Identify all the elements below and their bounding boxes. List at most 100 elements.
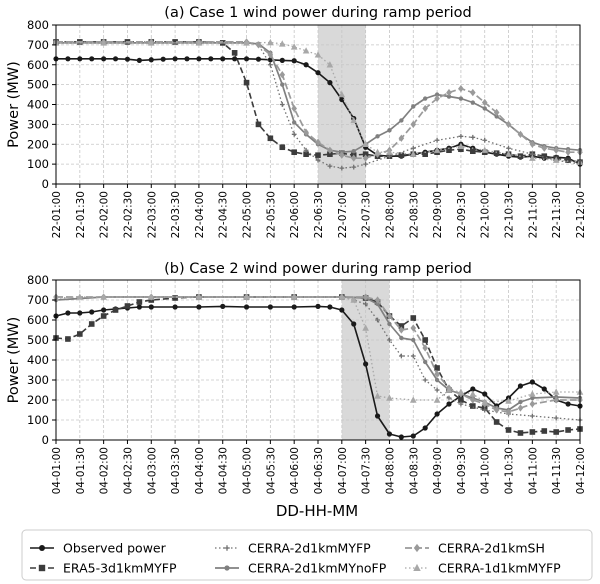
x-tick-label: 22-11:30 [551, 191, 563, 238]
data-point [327, 80, 333, 86]
data-point [387, 337, 392, 343]
data-point [100, 39, 107, 46]
data-point [303, 128, 309, 136]
data-point [565, 427, 571, 433]
x-tick-label: 04-05:30 [265, 447, 277, 494]
data-point [291, 104, 297, 113]
x-tick-label: 04-07:00 [337, 447, 349, 494]
data-point [291, 120, 297, 125]
data-point [387, 321, 392, 327]
x-tick-label: 22-04:00 [194, 191, 206, 238]
data-point [362, 154, 369, 162]
data-point [422, 359, 428, 365]
legend-entry: CERRA-2d1kmMYnoFP [215, 561, 387, 576]
data-point [315, 157, 321, 163]
x-tick-label: 22-01:30 [75, 191, 87, 238]
data-point [89, 56, 95, 62]
legend-marker [413, 563, 421, 572]
data-point [422, 151, 428, 157]
data-point [409, 150, 417, 157]
y-tick-label: 300 [27, 373, 49, 387]
data-point [434, 387, 440, 393]
data-point [101, 307, 107, 313]
data-point [386, 431, 393, 437]
data-point [65, 56, 71, 62]
data-point [493, 108, 500, 117]
data-point [374, 296, 381, 304]
data-point [422, 344, 428, 352]
data-point [172, 39, 178, 45]
y-tick-label: 200 [27, 393, 49, 407]
data-point [243, 304, 250, 310]
data-point [65, 336, 71, 342]
data-point [255, 121, 262, 128]
data-point [470, 403, 476, 409]
data-point [470, 134, 476, 140]
x-tick-label: 22-05:30 [265, 191, 277, 238]
data-point [279, 71, 286, 79]
data-point [481, 98, 488, 107]
panel-b: 0 100 200 300 400 500 600 700 800 04-01:00 04-01:3… [6, 261, 587, 494]
data-point [469, 390, 477, 397]
data-point [220, 303, 226, 309]
data-point [232, 56, 238, 62]
data-point [136, 299, 143, 305]
data-point [470, 396, 476, 404]
data-point [77, 331, 83, 337]
data-point [505, 120, 512, 129]
data-point [458, 397, 464, 403]
legend-marker [224, 565, 230, 571]
x-tick-label: 04-08:30 [408, 447, 420, 494]
data-point [410, 353, 416, 359]
data-point [410, 433, 416, 439]
data-point [338, 90, 346, 98]
x-axis-title: DD-HH-MM [276, 502, 358, 520]
data-point [422, 425, 428, 431]
data-point [529, 379, 535, 385]
data-point [529, 154, 536, 161]
data-point [280, 82, 285, 87]
x-tick-label: 22-10:00 [480, 191, 492, 238]
legend-marker [224, 545, 230, 551]
data-point [505, 408, 512, 416]
data-point [267, 304, 273, 310]
y-tick-label: 0 [42, 177, 49, 191]
x-tick-label: 22-01:00 [51, 191, 63, 238]
x-tick-label: 04-12:00 [575, 447, 587, 494]
x-tick-label: 04-03:00 [146, 447, 158, 494]
data-point [434, 94, 440, 103]
x-tick-label: 22-08:30 [408, 191, 420, 238]
data-point [518, 399, 523, 405]
data-point [315, 138, 321, 146]
data-point [327, 151, 333, 157]
data-point [279, 102, 285, 107]
x-tick-label: 22-02:30 [122, 191, 134, 238]
data-point [327, 146, 333, 154]
data-point [470, 386, 476, 392]
y-tick-label: 400 [27, 98, 49, 112]
data-point [541, 153, 548, 159]
x-tick-label: 22-06:30 [313, 191, 325, 238]
data-point [147, 39, 155, 46]
x-tick-label: 04-04:00 [194, 447, 206, 494]
x-tick-label: 04-01:00 [51, 447, 63, 494]
data-point [422, 377, 428, 383]
x-tick-label: 04-11:30 [551, 447, 563, 494]
data-point [291, 58, 297, 64]
data-point [422, 337, 428, 343]
data-point [553, 415, 559, 421]
y-tick-label: 800 [27, 273, 49, 287]
data-point [399, 118, 404, 123]
data-point [231, 50, 238, 56]
data-point [350, 154, 357, 162]
data-point [136, 304, 142, 310]
data-point [350, 296, 358, 303]
x-tick-label: 04-02:30 [122, 447, 134, 494]
x-tick-label: 22-06:00 [289, 191, 301, 238]
data-point [100, 313, 107, 319]
legend-entry: ERA5-3d1kmMYFP [30, 561, 177, 576]
data-point [375, 317, 380, 323]
data-point [363, 361, 369, 367]
series-cerra-2d1kmmyfp [53, 294, 583, 423]
data-point [124, 56, 131, 62]
